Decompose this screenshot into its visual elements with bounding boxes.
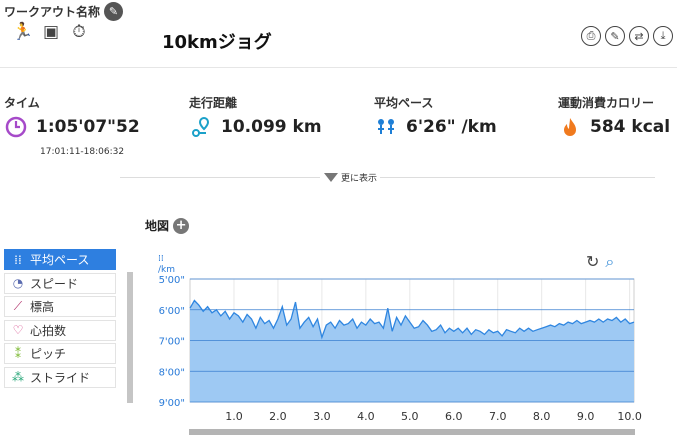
menu-item-label: 心拍数 xyxy=(30,323,67,338)
footsteps-icon: ⁑ xyxy=(15,346,21,361)
x-tick-label: 6.0 xyxy=(445,410,463,423)
download-icon[interactable]: ⤓ xyxy=(653,26,673,46)
stat-distance-value: 10.099 km xyxy=(221,117,322,137)
y-tick-label: 5'00" xyxy=(159,275,185,286)
menu-item-elevation[interactable]: ⟋ 標高 xyxy=(4,296,116,317)
x-tick-label: 5.0 xyxy=(401,410,419,423)
menu-item-heart-rate[interactable]: ♡ 心拍数 xyxy=(4,319,116,341)
menu-item-label: ピッチ xyxy=(30,347,67,361)
y-tick-label: 9'00" xyxy=(159,398,185,409)
chart-controls: ↻ ⌕ xyxy=(586,252,614,272)
zoom-icon[interactable]: ⌕ xyxy=(605,252,615,271)
x-tick-label: 3.0 xyxy=(313,410,331,423)
x-tick-label: 4.0 xyxy=(357,410,375,423)
clock-icon xyxy=(4,116,28,138)
map-toggle[interactable]: 地図 + xyxy=(145,217,190,234)
x-tick-label: 1.0 xyxy=(225,410,243,423)
stat-calories: 運動消費カロリー 584 kcal xyxy=(558,94,670,137)
workout-title: 10kmジョグ xyxy=(162,32,272,53)
plus-icon[interactable]: + xyxy=(173,217,190,234)
workout-name-text: ワークアウト名称 xyxy=(4,5,101,19)
stat-time: タイム 1:05'07"52 xyxy=(4,94,140,138)
runner-icon[interactable]: 🏃 xyxy=(12,22,34,42)
menu-item-label: 標高 xyxy=(30,300,55,314)
show-more-button[interactable]: 更に表示 xyxy=(324,171,377,184)
pencil-icon[interactable]: ✎ xyxy=(104,2,124,21)
route-pin-icon xyxy=(189,116,213,138)
map-label: 地図 xyxy=(145,219,170,233)
divider xyxy=(120,177,320,178)
pace-icon: ⁞⁞ xyxy=(14,252,22,267)
show-more-row: 更に表示 xyxy=(0,173,677,184)
stat-time-value: 1:05'07"52 xyxy=(36,117,140,137)
chart-unit: ⁞⁞ /km xyxy=(158,254,175,276)
edit-icon[interactable]: ✎ xyxy=(605,26,625,46)
x-tick-label: 8.0 xyxy=(533,410,551,423)
triangle-down-icon xyxy=(324,173,338,182)
pace-area xyxy=(190,300,634,402)
stat-pace: 平均ペース 6'26" /km xyxy=(374,94,497,137)
divider xyxy=(380,177,655,178)
workout-name-label: ワークアウト名称 ✎ xyxy=(4,2,124,21)
header-divider xyxy=(0,67,677,68)
menu-item-label: ストライド xyxy=(30,370,91,385)
menu-item-pitch[interactable]: ⁑ ピッチ xyxy=(4,343,116,364)
menu-item-pace[interactable]: ⁞⁞ 平均ペース xyxy=(4,249,116,270)
toolbar: ⎙ ✎ ⇄ ⤓ xyxy=(581,26,673,46)
chart-unit-label: /km xyxy=(158,265,176,275)
menu-item-stride[interactable]: ⁂ ストライド xyxy=(4,366,116,388)
refresh-icon[interactable]: ↻ xyxy=(586,252,600,271)
stat-distance: 走行距離 10.099 km xyxy=(189,94,322,137)
print-icon[interactable]: ⎙ xyxy=(581,26,601,46)
stride-icon: ⁂ xyxy=(12,370,24,384)
show-more-label: 更に表示 xyxy=(341,174,378,184)
stat-calories-label: 運動消費カロリー xyxy=(558,96,655,110)
swap-icon[interactable]: ⇄ xyxy=(629,26,649,46)
x-tick-label: 9.0 xyxy=(577,410,595,423)
menu-scrollbar[interactable] xyxy=(127,272,133,403)
stat-time-label: タイム xyxy=(4,96,40,110)
menu-item-label: 平均ペース xyxy=(30,253,90,267)
pace-line xyxy=(189,299,635,340)
metric-menu: ⁞⁞ 平均ペース ◔ スピード ⟋ 標高 ♡ 心拍数 ⁑ ピッチ ⁂ ストライド xyxy=(4,249,116,390)
y-tick-label: 6'00" xyxy=(159,306,185,317)
stat-distance-label: 走行距離 xyxy=(189,96,238,110)
stat-pace-value: 6'26" /km xyxy=(406,117,497,137)
film-icon[interactable]: ▣ xyxy=(42,22,60,42)
stat-pace-label: 平均ペース xyxy=(374,96,434,110)
menu-item-label: スピード xyxy=(30,276,79,291)
x-tick-label: 10.0 xyxy=(617,410,642,423)
stopwatch-icon[interactable]: ⏱ xyxy=(72,22,86,42)
y-tick-label: 8'00" xyxy=(159,367,185,378)
elevation-icon: ⟋ xyxy=(13,299,23,313)
heart-icon: ♡ xyxy=(12,323,24,337)
chart-scrollbar[interactable] xyxy=(189,429,635,435)
menu-item-speed[interactable]: ◔ スピード xyxy=(4,272,116,294)
x-tick-label: 7.0 xyxy=(489,410,507,423)
flame-icon xyxy=(558,116,582,138)
y-tick-label: 7'00" xyxy=(159,337,185,348)
x-tick-label: 2.0 xyxy=(269,410,287,423)
pace-icon: ⁞⁞ xyxy=(158,254,164,264)
stat-time-range: 17:01:11-18:06:32 xyxy=(40,147,125,157)
pace-icon xyxy=(374,116,398,138)
workout-type-icons: 🏃 ▣ ⏱ xyxy=(12,22,90,42)
stat-calories-value: 584 kcal xyxy=(590,117,671,137)
speedometer-icon: ◔ xyxy=(12,276,24,290)
